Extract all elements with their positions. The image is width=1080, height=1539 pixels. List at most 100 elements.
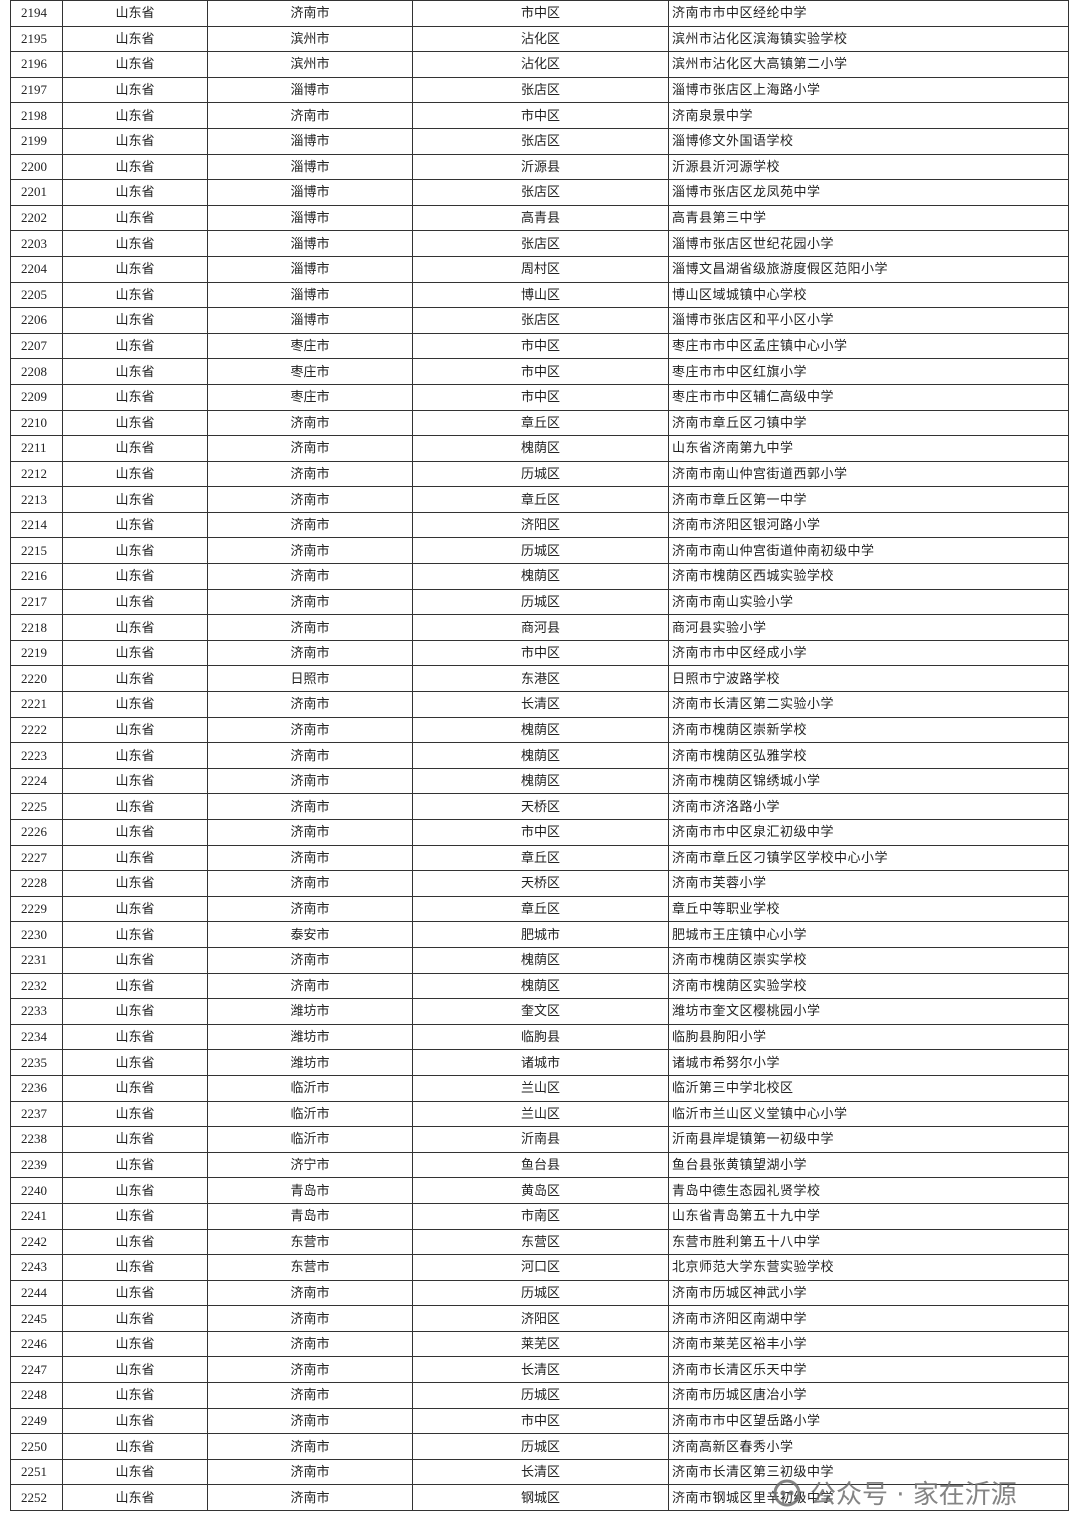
- row-number: 2204: [10, 255, 63, 283]
- province: 山东省: [62, 537, 208, 565]
- district: 市中区: [412, 0, 669, 27]
- city: 济南市: [207, 0, 413, 27]
- table-row: 2194 山东省 济南市 市中区 济南市市中区经纶中学: [10, 0, 1069, 27]
- row-number: 2206: [10, 307, 63, 334]
- city: 潍坊市: [207, 1023, 413, 1051]
- school-name: 滨州市沾化区大高镇第二小学: [668, 51, 1069, 78]
- row-number: 2210: [10, 409, 63, 437]
- province: 山东省: [62, 204, 208, 232]
- row-number: 2232: [10, 972, 63, 1000]
- table-row: 2241 山东省 青岛市 市南区 山东省青岛第五十九中学: [10, 1202, 1069, 1230]
- row-number: 2239: [10, 1151, 63, 1179]
- school-name: 淄博文昌湖省级旅游度假区范阳小学: [668, 255, 1069, 283]
- district: 长清区: [412, 691, 669, 718]
- district: 市中区: [412, 332, 669, 360]
- row-number: 2240: [10, 1177, 63, 1204]
- school-name: 博山区域城镇中心学校: [668, 281, 1069, 309]
- district: 槐荫区: [412, 716, 669, 744]
- city: 泰安市: [207, 921, 413, 948]
- table-row: 2219 山东省 济南市 市中区 济南市市中区经成小学: [10, 639, 1069, 667]
- city: 济南市: [207, 1356, 413, 1384]
- province: 山东省: [62, 127, 208, 155]
- province: 山东省: [62, 332, 208, 360]
- row-number: 2202: [10, 204, 63, 232]
- province: 山东省: [62, 1382, 208, 1409]
- city: 济南市: [207, 409, 413, 437]
- table-row: 2247 山东省 济南市 长清区 济南市长清区乐天中学: [10, 1356, 1069, 1384]
- school-name: 济南市槐荫区锦绣城小学: [668, 767, 1069, 795]
- city: 济南市: [207, 486, 413, 513]
- row-number: 2214: [10, 511, 63, 539]
- city: 济南市: [207, 1433, 413, 1460]
- city: 济南市: [207, 946, 413, 974]
- school-name: 济南市市中区泉汇初级中学: [668, 819, 1069, 846]
- school-name: 济南市槐荫区实验学校: [668, 972, 1069, 1000]
- table-row: 2210 山东省 济南市 章丘区 济南市章丘区刁镇中学: [10, 409, 1069, 437]
- school-name: 鱼台县张黄镇望湖小学: [668, 1151, 1069, 1179]
- table-row: 2242 山东省 东营市 东营区 东营市胜利第五十八中学: [10, 1228, 1069, 1256]
- row-number: 2215: [10, 537, 63, 565]
- province: 山东省: [62, 1458, 208, 1486]
- school-name: 济南市章丘区刁镇学区学校中心小学: [668, 844, 1069, 872]
- district: 长清区: [412, 1458, 669, 1486]
- province: 山东省: [62, 0, 208, 27]
- district: 槐荫区: [412, 742, 669, 769]
- school-name: 济南市长清区乐天中学: [668, 1356, 1069, 1384]
- school-name: 临沂第三中学北校区: [668, 1074, 1069, 1102]
- table-row: 2217 山东省 济南市 历城区 济南市南山实验小学: [10, 588, 1069, 616]
- province: 山东省: [62, 639, 208, 667]
- district: 东港区: [412, 665, 669, 693]
- table-row: 2220 山东省 日照市 东港区 日照市宁波路学校: [10, 665, 1069, 693]
- district: 市中区: [412, 639, 669, 667]
- district: 鱼台县: [412, 1151, 669, 1179]
- row-number: 2219: [10, 639, 63, 667]
- district: 沾化区: [412, 51, 669, 78]
- table-row: 2249 山东省 济南市 市中区 济南市市中区望岳路小学: [10, 1407, 1069, 1435]
- school-name: 枣庄市市中区红旗小学: [668, 358, 1069, 385]
- school-name: 淄博市张店区和平小区小学: [668, 307, 1069, 334]
- school-name: 青岛中德生态园礼贤学校: [668, 1177, 1069, 1204]
- row-number: 2217: [10, 588, 63, 616]
- city: 济南市: [207, 972, 413, 1000]
- school-name: 淄博市张店区上海路小学: [668, 76, 1069, 104]
- watermark-icon: [773, 1479, 801, 1506]
- city: 济南市: [207, 588, 413, 616]
- row-number: 2238: [10, 1126, 63, 1153]
- city: 济南市: [207, 537, 413, 565]
- city: 枣庄市: [207, 358, 413, 385]
- city: 济南市: [207, 1279, 413, 1307]
- row-number: 2197: [10, 76, 63, 104]
- table-row: 2224 山东省 济南市 槐荫区 济南市槐荫区锦绣城小学: [10, 767, 1069, 795]
- school-name: 济南市长清区第三初级中学: [668, 1458, 1069, 1486]
- district: 张店区: [412, 76, 669, 104]
- row-number: 2228: [10, 870, 63, 897]
- province: 山东省: [62, 1023, 208, 1051]
- province: 山东省: [62, 153, 208, 181]
- school-table: 2194 山东省 济南市 市中区 济南市市中区经纶中学 2195 山东省 滨州市 沾化区 滨州市沾…: [10, 0, 1069, 1512]
- table-row: 2207 山东省 枣庄市 市中区 枣庄市市中区孟庄镇中心小学: [10, 332, 1069, 360]
- province: 山东省: [62, 486, 208, 513]
- table-row: 2233 山东省 潍坊市 奎文区 潍坊市奎文区樱桃园小学: [10, 998, 1069, 1025]
- district: 历城区: [412, 1382, 669, 1409]
- watermark-text: 公众号 · 家在沂源: [810, 1480, 1017, 1510]
- city: 淄博市: [207, 76, 413, 104]
- city: 济南市: [207, 614, 413, 641]
- province: 山东省: [62, 1330, 208, 1358]
- school-name: 沂南县岸堤镇第一初级中学: [668, 1126, 1069, 1153]
- school-name: 高青县第三中学: [668, 204, 1069, 232]
- district: 莱芜区: [412, 1330, 669, 1358]
- district: 济阳区: [412, 511, 669, 539]
- district: 槐荫区: [412, 946, 669, 974]
- city: 青岛市: [207, 1202, 413, 1230]
- city: 枣庄市: [207, 383, 413, 411]
- province: 山东省: [62, 691, 208, 718]
- table-row: 2197 山东省 淄博市 张店区 淄博市张店区上海路小学: [10, 76, 1069, 104]
- school-name: 山东省济南第九中学: [668, 435, 1069, 462]
- district: 历城区: [412, 537, 669, 565]
- school-name: 济南市槐荫区弘雅学校: [668, 742, 1069, 769]
- row-number: 2203: [10, 230, 63, 257]
- row-number: 2211: [10, 435, 63, 462]
- district: 天桥区: [412, 793, 669, 820]
- city: 济南市: [207, 1330, 413, 1358]
